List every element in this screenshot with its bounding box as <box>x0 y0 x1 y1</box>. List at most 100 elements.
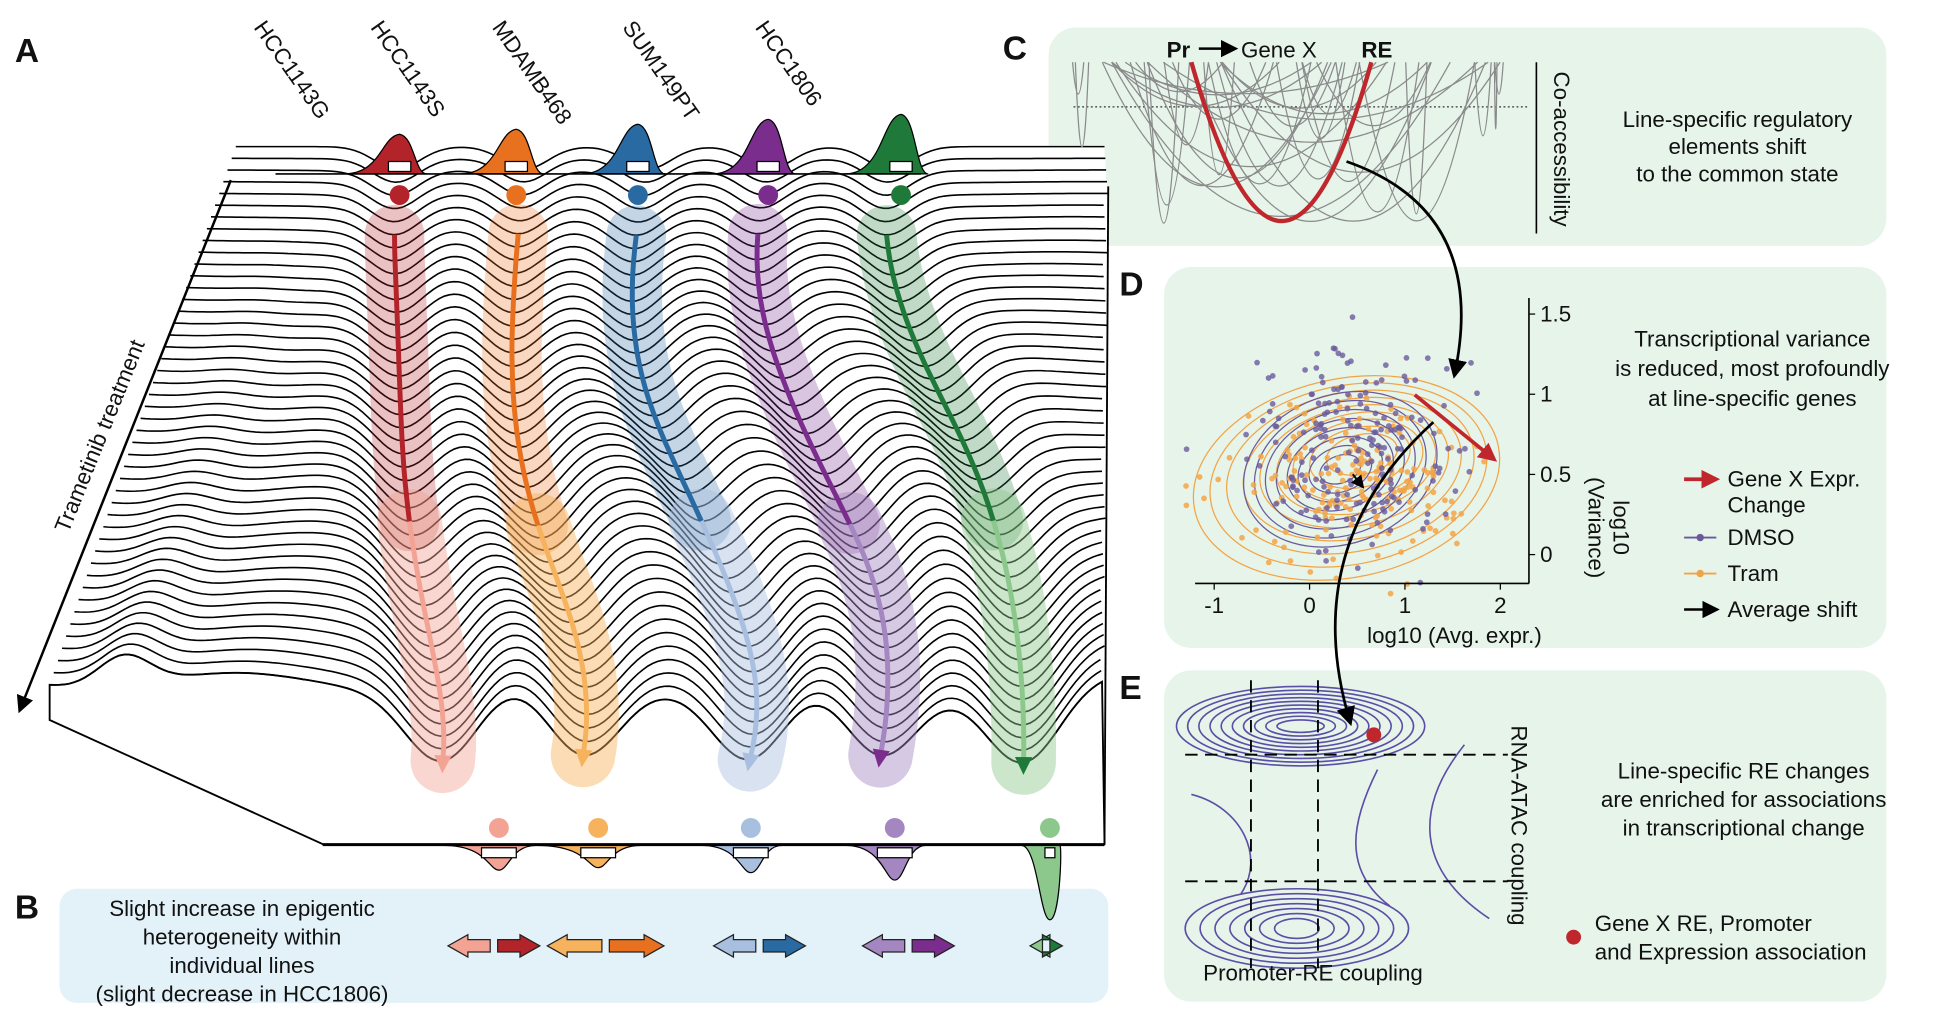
dmso-point <box>1335 386 1341 393</box>
tram-point <box>1374 476 1381 483</box>
e-contour <box>1231 704 1370 749</box>
dmso-point <box>1378 377 1385 383</box>
dmso-point <box>1370 437 1376 443</box>
top-box <box>889 160 913 173</box>
x-tick-label: 2 <box>1494 593 1506 618</box>
tram-point <box>1346 496 1352 502</box>
legend-label: DMSO <box>1728 525 1795 550</box>
dmso-point <box>1423 519 1430 526</box>
dmso-point <box>1417 417 1424 423</box>
bottom-dot <box>1039 818 1060 838</box>
ridge-line <box>144 402 1103 462</box>
dmso-point <box>1357 392 1364 399</box>
dmso-point <box>1376 491 1382 498</box>
ridge-line <box>49 653 1103 764</box>
top-dot <box>506 185 527 205</box>
dmso-point <box>1398 446 1405 452</box>
tram-point <box>1397 415 1404 422</box>
ridge-line <box>111 492 1105 565</box>
coaccess-arc <box>1103 61 1389 95</box>
ridge-line <box>161 356 1105 408</box>
dmso-point <box>1309 391 1315 398</box>
bottom-box <box>480 847 517 859</box>
heterogeneity-arrow <box>546 933 603 959</box>
ridge-line <box>206 227 1106 263</box>
tram-point <box>1450 515 1457 522</box>
tram-point <box>1353 467 1360 474</box>
y-tick-label: 0 <box>1540 542 1552 567</box>
dmso-point <box>1280 498 1287 504</box>
stream-arrowhead <box>742 752 760 772</box>
dmso-point <box>1456 448 1463 454</box>
ridge-line <box>78 579 1102 674</box>
e-contour <box>1242 707 1359 745</box>
dmso-point <box>1420 525 1426 532</box>
tram-point <box>1404 469 1411 475</box>
top-density <box>845 113 929 175</box>
dmso-point <box>1399 434 1405 441</box>
dmso-point <box>1275 415 1282 422</box>
tram-point <box>1407 479 1413 486</box>
dmso-point <box>1318 434 1324 440</box>
treatment-arrow <box>16 179 232 714</box>
tram-point <box>1342 503 1349 510</box>
tram-point <box>1302 444 1308 451</box>
heterogeneity-arrow <box>608 933 666 959</box>
dmso-point <box>1333 409 1339 415</box>
dmso-point <box>1334 504 1340 511</box>
stream-line <box>392 234 412 522</box>
dmso-point <box>1353 458 1360 464</box>
e-contour <box>1273 917 1321 940</box>
coaccess-arc <box>1301 62 1396 182</box>
dmso-point <box>1334 398 1341 405</box>
tram-point <box>1454 540 1460 547</box>
e-y-label: RNA-ATAC coupling <box>1507 725 1532 925</box>
dmso-point <box>1412 377 1419 383</box>
ridge-line <box>107 503 1106 580</box>
coaccess-label: Co-accessibility <box>1549 72 1574 228</box>
e-contour <box>1186 689 1415 763</box>
stream-line <box>629 234 704 523</box>
e-contour <box>1229 902 1365 955</box>
ridge-line <box>90 547 1104 635</box>
stream-band <box>817 491 921 788</box>
e-contour <box>1253 711 1348 741</box>
tram-point <box>1396 429 1403 436</box>
y-axis-label: log10 <box>1608 500 1633 555</box>
tram-point <box>1310 487 1316 494</box>
tram-point <box>1424 485 1431 492</box>
coaccess-arc <box>1220 61 1501 173</box>
panel-e-text: are enriched for associations <box>1601 787 1886 812</box>
tram-point <box>1427 525 1433 532</box>
tram-point <box>1458 510 1465 517</box>
panels: Slight increase in epigentic heterogeneit… <box>96 37 1891 1006</box>
coaccess-arc <box>1405 62 1428 215</box>
dmso-point <box>1323 465 1330 471</box>
dmso-point <box>1319 478 1326 485</box>
tram-point <box>1398 549 1405 555</box>
coaccess-arc <box>1171 61 1267 120</box>
dmso-point <box>1244 456 1250 463</box>
ridge-line <box>62 622 1105 726</box>
dmso-point <box>1288 523 1295 530</box>
dmso-contour <box>1286 426 1395 512</box>
dmso-point <box>1409 472 1416 479</box>
stream-line <box>847 523 891 756</box>
genex-arc <box>1189 61 1374 223</box>
connector-arrow <box>1333 421 1435 727</box>
dmso-point <box>1364 451 1371 457</box>
dmso-point <box>1357 401 1364 407</box>
tram-point <box>1250 482 1257 488</box>
dmso-point <box>1382 362 1389 368</box>
panel-d-text: at line-specific genes <box>1648 386 1857 411</box>
tram-point <box>1291 468 1298 474</box>
dmso-point <box>1369 442 1375 449</box>
tram-point <box>1335 455 1342 461</box>
ridge-line <box>136 425 1105 488</box>
legend-dot <box>1566 929 1582 945</box>
tram-point <box>1293 493 1300 500</box>
top-box <box>387 160 412 173</box>
tram-point <box>1430 473 1437 480</box>
tram-point <box>1363 395 1370 402</box>
panel-label: E <box>1119 670 1141 707</box>
